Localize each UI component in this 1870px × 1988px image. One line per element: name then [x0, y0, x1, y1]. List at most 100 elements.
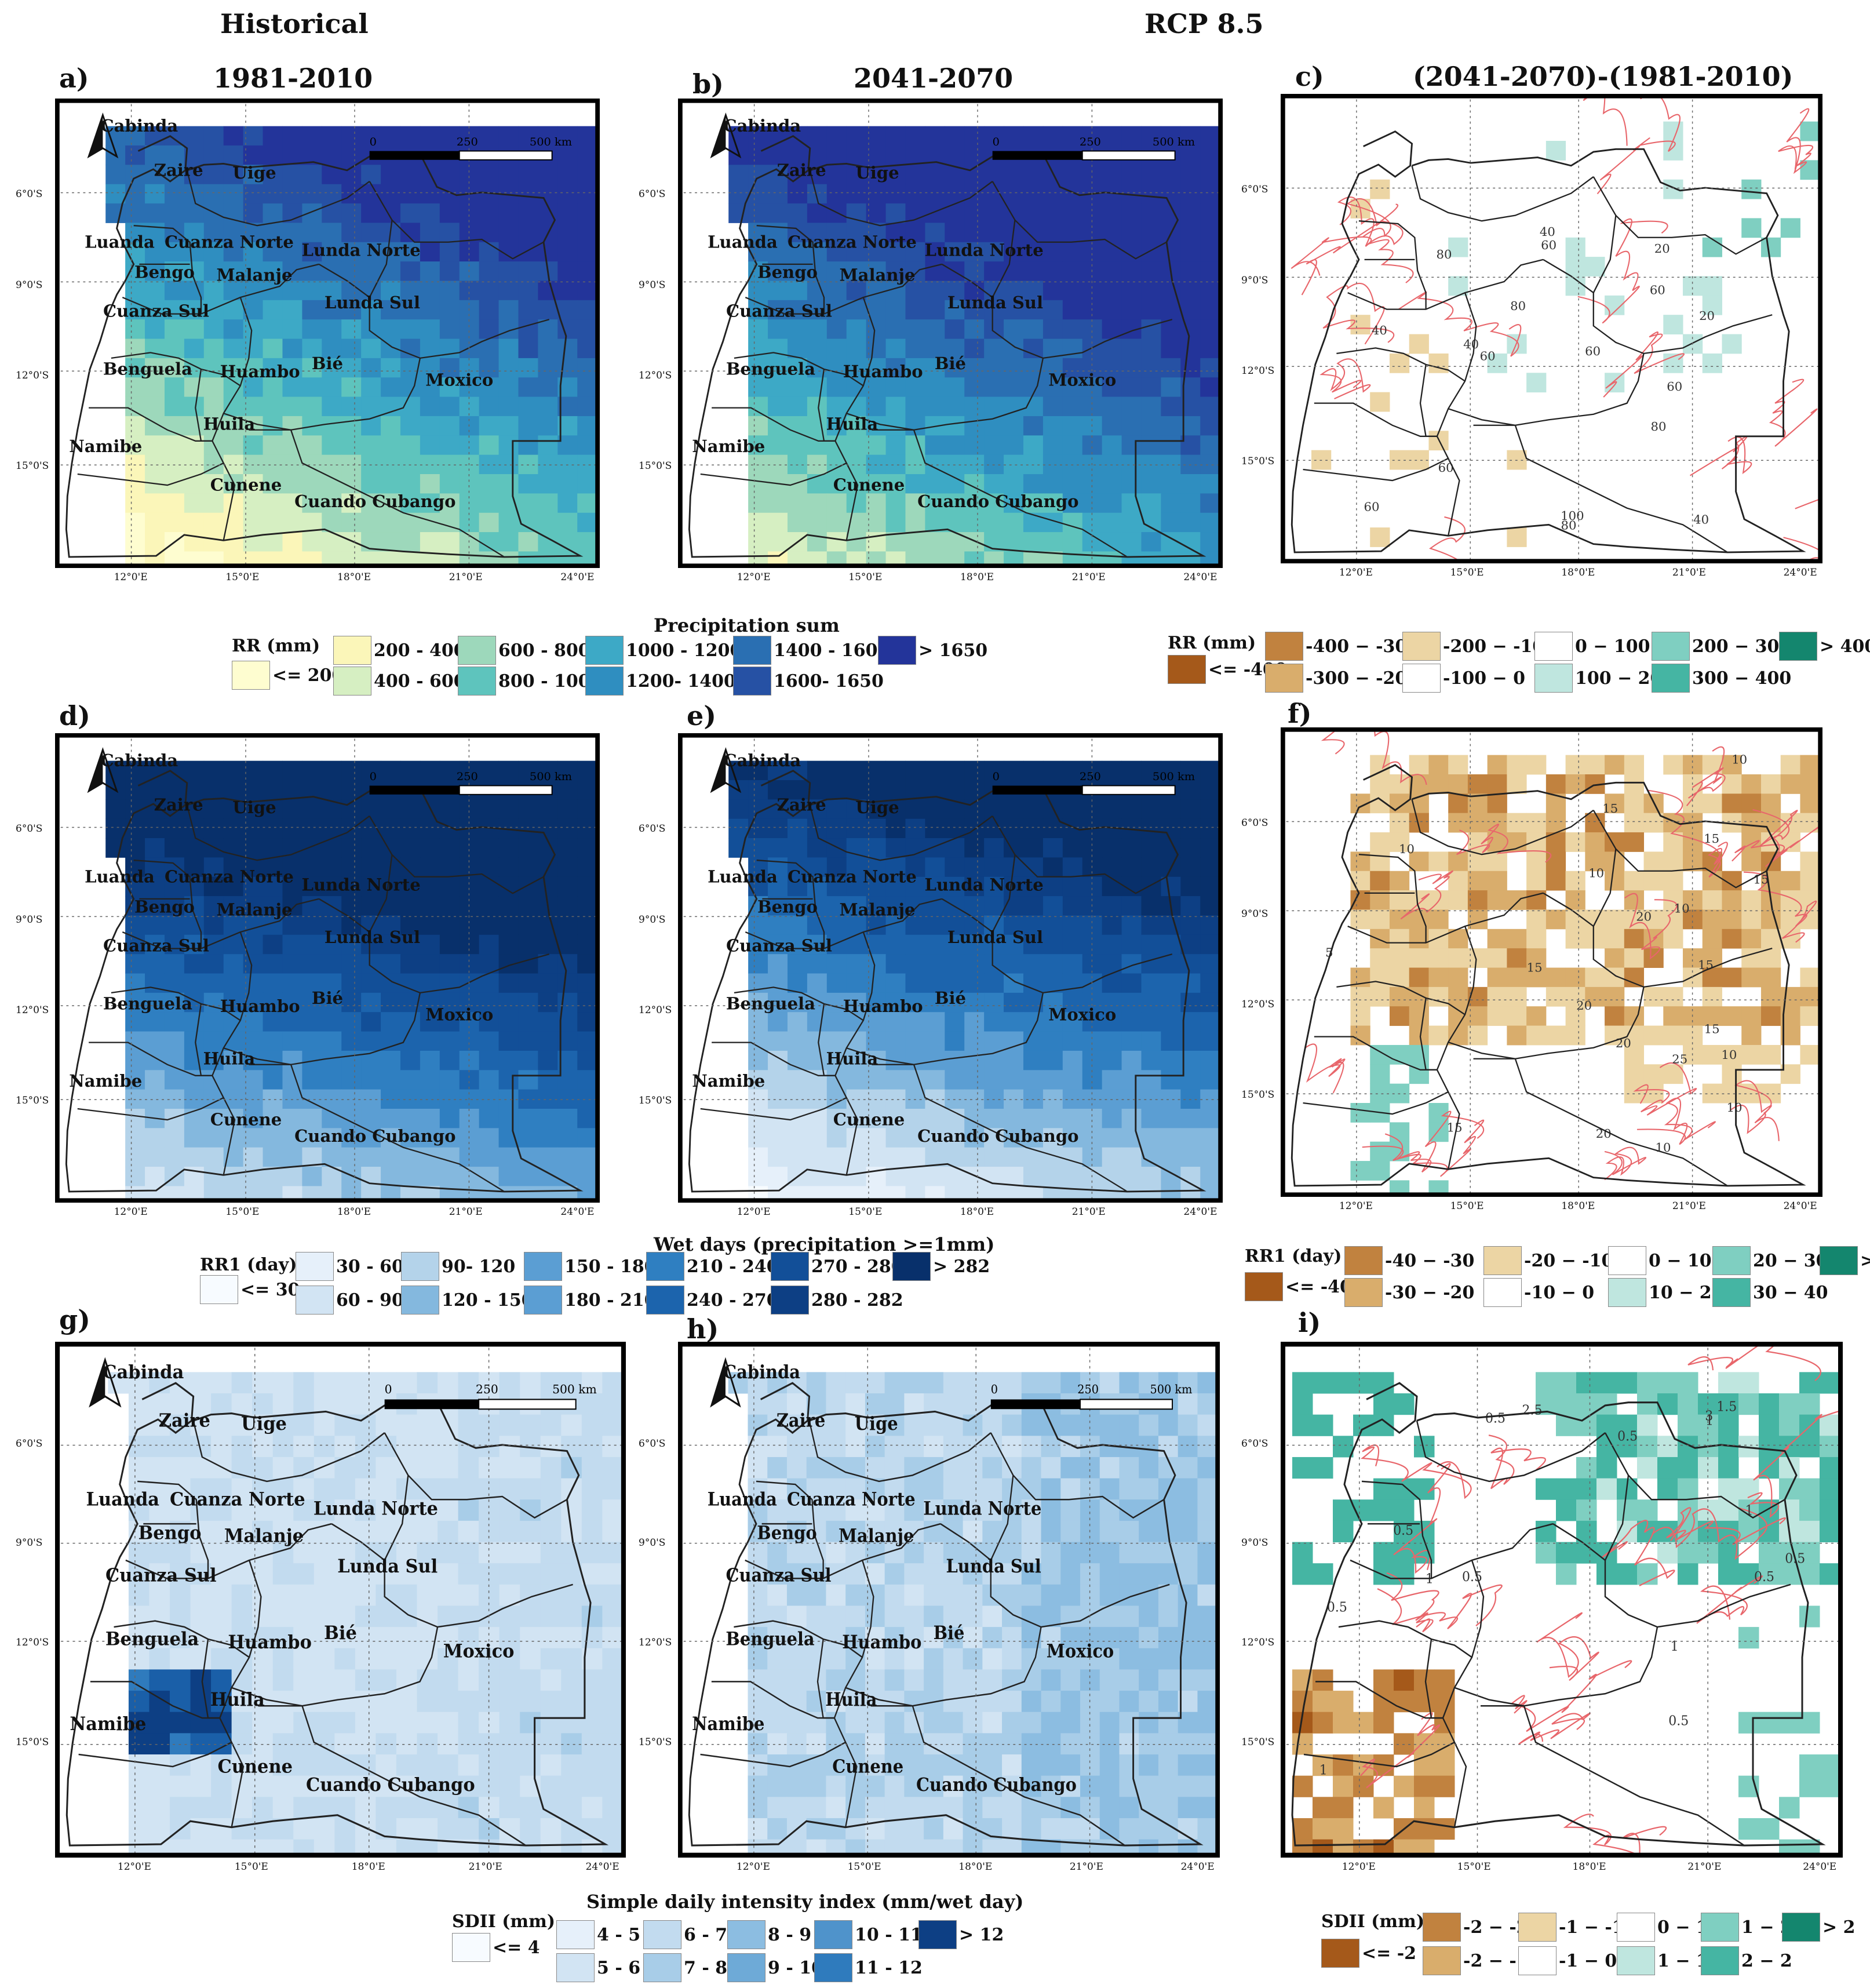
lon-tick-label: 12°0'E — [117, 1861, 151, 1873]
legend-label: 8 - 9 — [768, 1925, 812, 1945]
legend-unit: RR (mm) — [232, 636, 320, 656]
scale-bar-label: 0 — [993, 770, 1000, 783]
lat-tick-label: 12°0'S — [639, 1004, 672, 1016]
contour-label: 10 — [1727, 1100, 1743, 1115]
legend-label: <= 4 — [493, 1938, 540, 1958]
province-boundary — [846, 413, 914, 431]
contour-label: 100 — [1561, 508, 1584, 523]
lon-tick-label: 21°0'E — [449, 1206, 483, 1218]
contour-label: 15 — [1704, 831, 1719, 846]
province-label: Cabinda — [724, 116, 801, 136]
lat-tick-label: 12°0'S — [1241, 365, 1275, 377]
province-label: Bié — [934, 1623, 965, 1644]
province-boundary — [941, 263, 1173, 359]
legend-label: -10 − 0 — [1524, 1283, 1595, 1303]
province-label: Uige — [855, 1414, 898, 1434]
province-boundary — [133, 225, 202, 314]
lon-tick-label: 21°0'E — [1071, 1206, 1106, 1218]
contour-label: 1 — [1671, 1639, 1679, 1655]
province-label: Moxico — [425, 1005, 493, 1025]
province-label: Moxico — [1047, 1641, 1114, 1662]
legend-label: <= -2 — [1362, 1943, 1417, 1964]
province-boundary — [1303, 1091, 1449, 1115]
province-label: Zaire — [154, 161, 203, 180]
legend-label: > 12 — [959, 1925, 1004, 1945]
province-boundary — [991, 854, 1016, 933]
map-panel-b: 0 250 500 km Cabinda Zaire Uige Luanda Cuanza N… — [678, 99, 1223, 568]
legend-swatch — [1779, 632, 1817, 661]
legend-swatch — [458, 636, 496, 665]
province-label: Lunda Sul — [325, 293, 420, 312]
legend-label: 1600- 1650 — [774, 671, 884, 691]
province-label: Cuanza Sul — [726, 936, 832, 956]
contour-label: 80 — [1437, 247, 1452, 261]
lat-tick-label: 12°0'S — [16, 369, 49, 381]
province-label: Huila — [826, 1049, 879, 1069]
province-label: Malanje — [840, 265, 916, 285]
map-frame — [1281, 727, 1822, 1197]
legend-swatch — [1608, 1278, 1646, 1307]
legend-swatch — [727, 1920, 766, 1949]
legend-swatch — [918, 1920, 957, 1949]
legend-swatch — [200, 1275, 238, 1304]
map-panel-i: 0.5 2.5 1.5 0.5 1 3 1 0.5 1 0.5 1 0.5 1 0.5 0.5 0.5 — [1281, 1342, 1843, 1858]
province-label: Namibe — [692, 436, 765, 456]
legend-label: -1 − -1 — [1559, 1917, 1624, 1938]
province-boundary — [1338, 1620, 1472, 1658]
legend-label: 120 - 150 — [442, 1290, 534, 1310]
province-label: Cuanza Norte — [787, 1490, 916, 1510]
province-label: Moxico — [1048, 1005, 1116, 1025]
contour-label: 15 — [1527, 960, 1543, 974]
province-label: Cunene — [210, 475, 282, 495]
legend-swatch — [733, 636, 771, 665]
legend-label: 10 - 11 — [855, 1925, 923, 1945]
province-label: Cuanza Norte — [165, 867, 294, 887]
province-label: Cuanza Norte — [165, 232, 294, 252]
province-label: Cuando Cubango — [294, 1126, 455, 1146]
legend-swatch — [1518, 1946, 1556, 1975]
province-label: Bié — [935, 354, 966, 373]
province-boundary — [700, 462, 847, 486]
legend-label: 11 - 12 — [855, 1958, 923, 1978]
lat-tick-label: 6°0'S — [16, 1437, 43, 1450]
province-label: Huambo — [843, 362, 923, 381]
panel-label-h: h) — [687, 1313, 719, 1345]
legend-label: -2 − -2 — [1463, 1917, 1529, 1938]
province-boundary — [384, 1475, 409, 1561]
province-label: Lunda Sul — [947, 293, 1043, 312]
province-label: Cunene — [210, 1110, 282, 1130]
legend-swatch — [1534, 664, 1573, 693]
province-label: Benguela — [726, 359, 815, 379]
contour-line — [1636, 1097, 1716, 1145]
province-label: Luanda — [86, 1489, 159, 1510]
lon-tick-label: 21°0'E — [449, 571, 483, 583]
province-label: Namibe — [70, 1714, 146, 1735]
legend-title-sdii: Simple daily intensity index (mm/wet day… — [586, 1891, 1024, 1913]
contour-line — [1624, 893, 1678, 960]
legend-swatch — [1652, 632, 1690, 661]
map-panel-g: 0 250 500 km Cabinda Zaire Uige Luanda Cuanza N… — [55, 1342, 626, 1858]
map-svg: 0 250 500 km Cabinda Zaire Uige Luanda Cuanza N… — [678, 99, 1223, 568]
contour-line — [1536, 1612, 1599, 1681]
legend-unit: RR (mm) — [1168, 633, 1256, 653]
lat-tick-label: 15°0'S — [639, 1095, 672, 1107]
country-outline — [1291, 130, 1806, 554]
province-label: Cuando Cubango — [917, 491, 1078, 511]
lon-tick-label: 21°0'E — [468, 1861, 502, 1873]
map-panel-c: 100 80 80 60 60 60 40 40 60 80 60 40 20 40 20 60 80 60 — [1281, 94, 1822, 563]
province-label: Cuanza Sul — [103, 936, 209, 956]
legend-label: 800 - 1000 — [498, 671, 603, 691]
lat-tick-label: 12°0'S — [16, 1004, 49, 1016]
province-boundary — [331, 1523, 573, 1628]
legend-swatch — [1483, 1278, 1522, 1307]
province-boundary — [1552, 1523, 1791, 1628]
legend-swatch — [1534, 632, 1573, 661]
contour-label: 15 — [1447, 1120, 1463, 1135]
province-label: Bengo — [757, 897, 818, 917]
legend-label: -2 − -1 — [1463, 1951, 1529, 1971]
legend-label: -300 − -200 — [1306, 668, 1420, 689]
contour-label: 40 — [1540, 224, 1555, 239]
map-frame — [1281, 1342, 1843, 1858]
legend-label: > 2 — [1822, 1917, 1856, 1938]
